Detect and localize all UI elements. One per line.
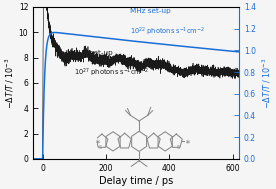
Text: S: S (177, 145, 180, 150)
X-axis label: Delay time / ps: Delay time / ps (99, 176, 173, 186)
Text: $\ast$: $\ast$ (184, 137, 190, 146)
Text: $10^{22}$ photons s$^{-1}$cm$^{-2}$: $10^{22}$ photons s$^{-1}$cm$^{-2}$ (130, 25, 205, 37)
Y-axis label: $-\Delta T/T\;/\;10^{-3}$: $-\Delta T/T\;/\;10^{-3}$ (4, 57, 16, 109)
Text: $\ast$: $\ast$ (94, 137, 101, 146)
Text: kHz set-up: kHz set-up (74, 50, 113, 56)
Y-axis label: $-\Delta T/T\;/\;10^{-3}$: $-\Delta T/T\;/\;10^{-3}$ (260, 57, 272, 109)
Text: S: S (99, 145, 102, 150)
Text: $10^{27}$ photons s$^{-1}$cm$^{-2}$: $10^{27}$ photons s$^{-1}$cm$^{-2}$ (74, 66, 149, 78)
Text: MHz set-up: MHz set-up (130, 9, 171, 15)
